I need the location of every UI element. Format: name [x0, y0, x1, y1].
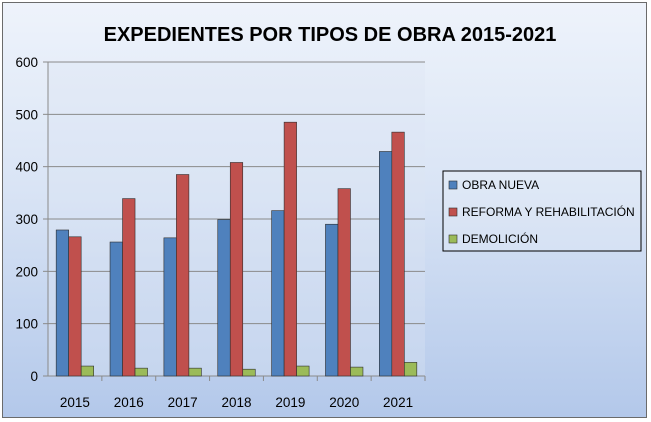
bar-reforma-y-rehabilitaci-n-2019: [283, 121, 297, 377]
bar-obra-nueva-2016: [109, 241, 123, 377]
legend-swatch: [448, 207, 458, 217]
y-tick-label: 400: [15, 160, 38, 175]
bar-reforma-y-rehabilitaci-n-2021: [391, 131, 405, 377]
bar-demolici-n-2019: [296, 365, 310, 377]
y-tick-label: 500: [15, 107, 38, 122]
y-tick-label: 0: [30, 369, 38, 384]
bar-obra-nueva-2018: [217, 219, 231, 377]
legend-swatch: [448, 234, 458, 244]
bar-demolici-n-2018: [242, 368, 256, 377]
legend-swatch: [448, 180, 458, 190]
bar-reforma-y-rehabilitaci-n-2015: [68, 236, 82, 377]
chart-area: [2, 2, 647, 418]
bar-reforma-y-rehabilitaci-n-2016: [122, 198, 136, 377]
bar-reforma-y-rehabilitaci-n-2018: [229, 162, 244, 377]
bar-obra-nueva-2020: [325, 223, 339, 377]
bar-obra-nueva-2019: [271, 210, 285, 377]
x-tick-label: 2017: [168, 395, 198, 410]
bar-obra-nueva-2017: [163, 237, 177, 377]
chart-title: EXPEDIENTES POR TIPOS DE OBRA 2015-2021: [104, 24, 557, 46]
y-tick-label: 300: [15, 212, 38, 227]
x-tick-label: 2020: [329, 395, 359, 410]
x-tick-label: 2021: [383, 395, 413, 410]
legend-label: DEMOLICIÓN: [462, 231, 538, 246]
bar-demolici-n-2015: [80, 365, 94, 377]
legend: OBRA NUEVA REFORMA Y REHABILITACIÓN DEMOLI…: [442, 170, 642, 252]
x-tick-label: 2019: [275, 395, 305, 410]
bar-demolici-n-2016: [134, 367, 148, 377]
x-tick-label: 2016: [114, 395, 144, 410]
bar-demolici-n-2021: [404, 362, 418, 377]
bar-demolici-n-2020: [350, 366, 364, 377]
legend-label: OBRA NUEVA: [462, 178, 539, 192]
x-tick-label: 2018: [221, 395, 251, 410]
x-tick-label: 2015: [60, 395, 90, 410]
bar-demolici-n-2017: [188, 367, 202, 377]
bar-obra-nueva-2021: [379, 151, 393, 377]
legend-box: [442, 170, 642, 252]
y-tick-label: 600: [15, 55, 38, 70]
legend-label: REFORMA Y REHABILITACIÓN: [462, 204, 635, 219]
bar-reforma-y-rehabilitaci-n-2020: [337, 188, 351, 377]
bar-reforma-y-rehabilitaci-n-2017: [176, 174, 190, 377]
y-tick-label: 100: [15, 317, 38, 332]
bar-obra-nueva-2015: [55, 229, 69, 377]
y-tick-label: 200: [15, 264, 38, 279]
plot-area: 0 100 200 300 400 500 600 2015 2016 2017 2018 2019 2…: [15, 55, 426, 410]
